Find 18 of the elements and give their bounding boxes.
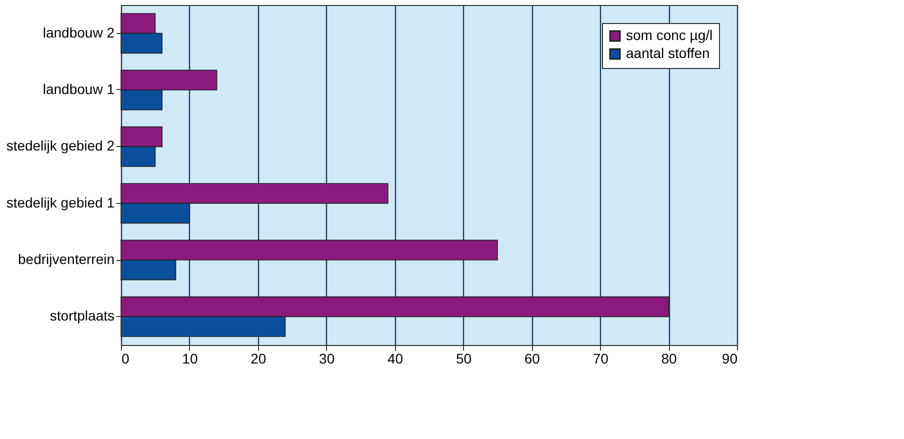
legend-label: som conc µg/l bbox=[626, 27, 713, 43]
x-tick-label: 70 bbox=[592, 350, 609, 366]
x-tick-label: 0 bbox=[122, 350, 130, 366]
x-tick-label: 10 bbox=[182, 350, 198, 366]
x-tick-label: 60 bbox=[524, 350, 540, 366]
x-tick-label: 50 bbox=[456, 350, 472, 366]
x-tick-label: 30 bbox=[319, 350, 335, 366]
y-tick-label: landbouw 2 bbox=[42, 24, 115, 40]
y-tick-label: landbouw 1 bbox=[42, 81, 115, 97]
x-tick-label: 40 bbox=[387, 350, 404, 366]
y-tick-label: stortplaats bbox=[50, 308, 114, 324]
x-tick-label: 90 bbox=[722, 350, 738, 366]
y-tick-label: bedrijventerrein bbox=[18, 251, 114, 267]
y-tick-label: stedelijk gebied 2 bbox=[6, 138, 115, 154]
legend-label: aantal stoffen bbox=[626, 45, 710, 61]
x-tick-label: 80 bbox=[661, 350, 678, 366]
y-tick-label: stedelijk gebied 1 bbox=[6, 194, 115, 210]
x-tick-label: 20 bbox=[250, 350, 266, 366]
